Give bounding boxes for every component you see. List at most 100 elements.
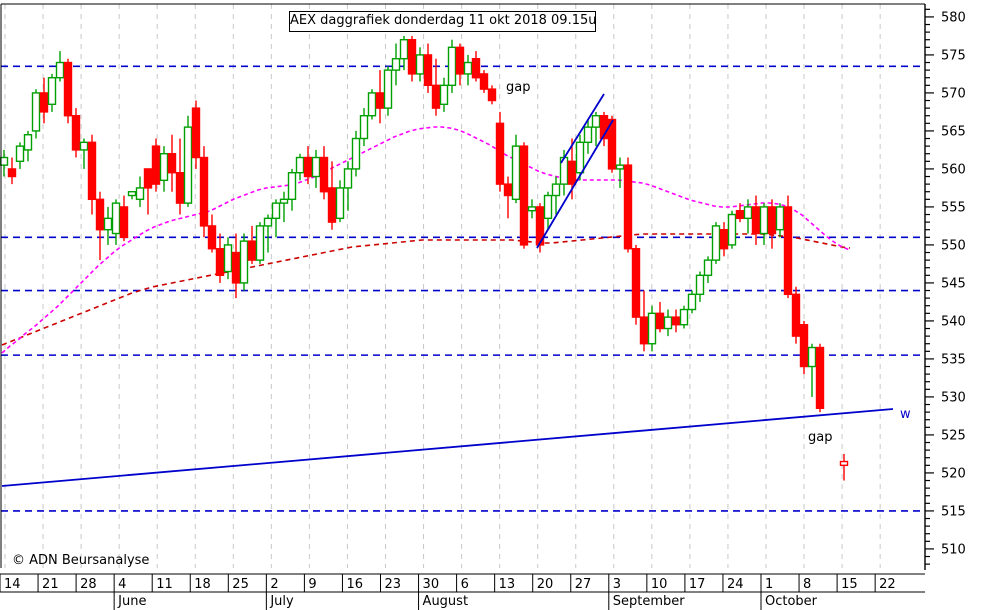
candlestick (615, 157, 625, 188)
y-axis-tick-label: 515 (941, 504, 966, 519)
candlestick (343, 161, 353, 211)
candlestick (175, 138, 185, 215)
candlestick (223, 237, 233, 280)
candlestick (415, 47, 425, 82)
x-axis-months: June July August September October (113, 592, 818, 610)
candlestick (631, 244, 641, 325)
candle-body (511, 145, 521, 201)
y-axis-tick-label: 550 (941, 238, 966, 253)
moving-average-long-line (1, 233, 851, 346)
candlestick (783, 195, 793, 299)
annotations: gap gap w (506, 80, 911, 445)
candlestick (799, 320, 809, 375)
candle-body (359, 115, 369, 140)
x-axis-tick-label: 27 (575, 577, 592, 592)
candle-body (407, 39, 417, 75)
candle-body (399, 39, 409, 60)
x-axis-tick-label: 1 (765, 577, 773, 592)
candle-body (39, 92, 49, 113)
candle-body (567, 160, 577, 185)
trendline-wedge-lower (536, 119, 614, 249)
candle-body (47, 77, 57, 106)
candle-body (119, 206, 129, 239)
candlestick (239, 233, 249, 291)
candlestick (815, 343, 825, 413)
x-axis-tick-label: 10 (651, 577, 668, 592)
candlestick (359, 108, 369, 147)
x-axis-tick-label: 25 (232, 577, 249, 592)
x-axis-tick-label: 8 (803, 577, 811, 592)
candle-body (439, 84, 449, 106)
x-axis-tick-label: 13 (499, 577, 516, 592)
candle-body (807, 346, 817, 368)
candlestick (311, 149, 321, 188)
candle-body (15, 145, 25, 163)
candle-body (423, 54, 433, 87)
candle-body (207, 225, 217, 250)
annotation-gap: gap (808, 430, 832, 445)
candle-body (751, 206, 761, 235)
candlestick (519, 142, 529, 249)
candle-body (391, 58, 401, 71)
candle-body (87, 141, 97, 201)
candlestick (463, 54, 473, 86)
trendline-wedge-upper (560, 93, 605, 164)
candle-body (615, 164, 625, 170)
candle-body (295, 156, 305, 174)
candlestick (583, 119, 593, 154)
candle-body (455, 46, 465, 75)
candle-body (647, 312, 657, 345)
candle-body (375, 92, 385, 109)
candlestick (527, 199, 537, 219)
candle-body (687, 293, 697, 311)
candle-body (743, 206, 753, 220)
candlestick (711, 222, 721, 264)
candlestick (623, 157, 633, 253)
candlestick (127, 191, 137, 200)
candlestick (95, 191, 105, 261)
candlestick (399, 35, 409, 71)
x-axis-tick-label: 28 (80, 577, 97, 592)
y-axis-tick-label: 540 (941, 314, 966, 329)
x-axis-tick-label: 30 (423, 577, 440, 592)
candlestick (287, 168, 297, 211)
y-axis-tick-label: 575 (941, 48, 966, 63)
candle-body (143, 168, 153, 189)
candlestick (591, 111, 601, 147)
candlestick (367, 89, 377, 120)
candlestick (303, 146, 313, 185)
x-axis-tick-label: 11 (156, 577, 173, 592)
candle-body (447, 46, 457, 87)
axis-frame (0, 3, 926, 570)
candlestick (647, 305, 657, 352)
candlestick (695, 271, 705, 302)
candlestick (455, 43, 465, 86)
candlestick-series (0, 35, 849, 481)
candle-body (167, 153, 177, 174)
x-axis-tick-label: 14 (4, 577, 21, 592)
candle-body (839, 460, 849, 467)
candlestick (439, 77, 449, 112)
y-axis-tick-label: 525 (941, 428, 966, 443)
candlestick (231, 233, 241, 299)
candlestick (247, 225, 257, 264)
candle-body (575, 141, 585, 174)
candlestick (199, 146, 209, 238)
moving-average-short-line (1, 126, 851, 354)
x-axis-tick-label: 21 (42, 577, 59, 592)
candlestick (207, 214, 217, 253)
candlestick (87, 134, 97, 215)
moving-average-short-line (1, 126, 851, 354)
candlestick (687, 290, 697, 314)
y-axis-ticks: 580 575 570 565 560 555 550 545 540 535 530 525 520 5… (925, 8, 966, 565)
candle-body (583, 126, 593, 144)
candlestick (791, 286, 801, 344)
candle-body (591, 115, 601, 128)
candle-body (279, 198, 289, 204)
candlestick (255, 222, 265, 264)
candle-body (487, 88, 497, 102)
x-axis-month-label: September (613, 594, 686, 609)
candlestick (479, 70, 489, 93)
candlestick (511, 134, 521, 204)
candlestick (271, 199, 281, 238)
